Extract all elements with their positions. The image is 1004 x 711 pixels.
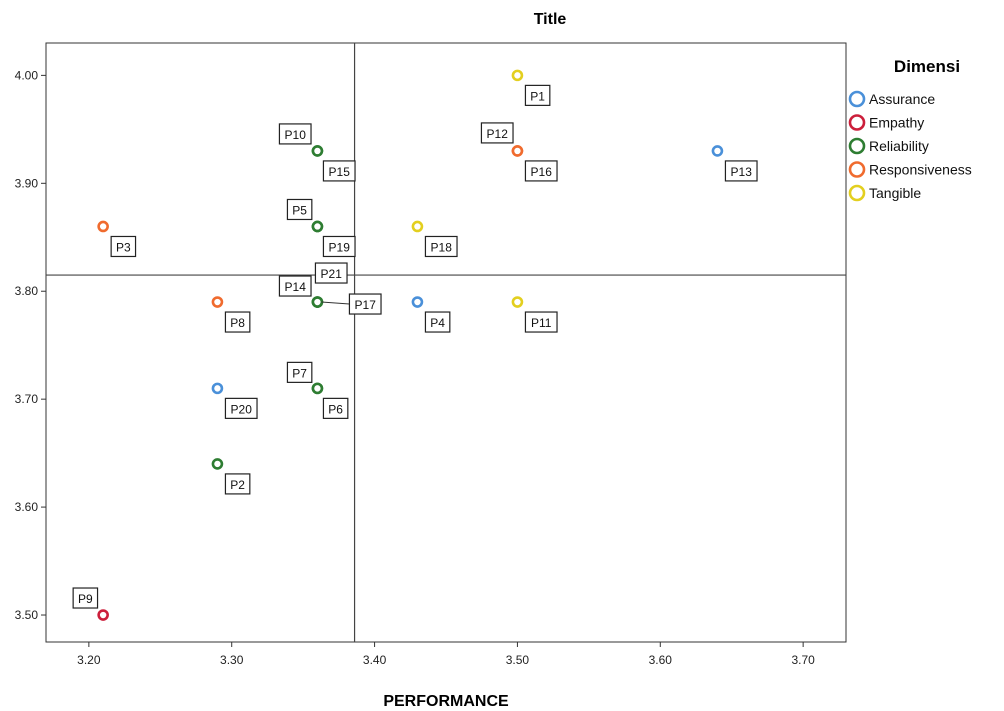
x-tick-label: 3.50	[506, 653, 530, 667]
x-axis-label: PERFORMANCE	[383, 693, 509, 710]
legend-entry: Reliability	[869, 138, 929, 154]
point-label-box	[278, 123, 312, 145]
point-label-box	[424, 235, 458, 258]
legend-marker	[848, 161, 866, 178]
point-label-box	[314, 262, 348, 284]
label-leader	[321, 301, 350, 305]
point-label: P19	[329, 240, 351, 254]
data-points	[97, 69, 724, 621]
point-labels: P13 P4 P20 P9 P15 P10 P5 P19 P21 P14 P17 P7 P6 P2 P12 P…	[72, 84, 758, 609]
data-point	[211, 382, 224, 395]
point-label-box	[524, 160, 558, 182]
y-tick-label: 3.50	[15, 608, 39, 622]
point-label: P3	[116, 240, 131, 254]
data-point	[511, 296, 524, 308]
point-label: P1	[530, 89, 545, 103]
point-label-box	[322, 397, 349, 419]
x-tick-label: 3.70	[791, 653, 815, 667]
data-point	[311, 145, 324, 157]
data-point	[511, 69, 524, 82]
chart-title: Title	[534, 11, 567, 28]
data-point	[211, 296, 224, 308]
legend-entry: Responsiveness	[869, 162, 972, 178]
point-label: P10	[285, 128, 307, 142]
point-label: P2	[230, 478, 245, 492]
point-label-box	[286, 361, 313, 383]
data-point	[211, 458, 224, 470]
data-point	[97, 609, 109, 621]
legend-marker	[848, 184, 866, 202]
x-axis: 3.20 3.30 3.40 3.50 3.60 3.70	[77, 642, 815, 667]
data-point	[311, 220, 324, 233]
point-label: P11	[531, 316, 552, 330]
point-label: P7	[292, 366, 307, 380]
y-tick-label: 4.00	[15, 68, 39, 82]
data-point	[311, 296, 324, 308]
data-point	[97, 220, 109, 233]
x-tick-label: 3.20	[77, 653, 101, 667]
y-tick-label: 3.60	[15, 500, 39, 514]
point-label-box	[348, 293, 382, 315]
point-label: P5	[292, 203, 307, 217]
point-label: P14	[285, 280, 307, 294]
point-label-box	[278, 275, 312, 297]
point-label-box	[424, 311, 451, 333]
point-label: P13	[731, 165, 753, 179]
point-label: P15	[329, 165, 351, 179]
point-label: P4	[430, 316, 445, 330]
y-tick-label: 3.90	[15, 176, 39, 190]
x-tick-label: 3.60	[649, 653, 673, 667]
legend-entry: Assurance	[869, 91, 935, 107]
y-axis: 3.50 3.60 3.70 3.80 3.90 4.00	[15, 68, 46, 622]
point-label: P8	[230, 316, 245, 330]
data-point	[411, 220, 424, 233]
legend-marker	[848, 114, 866, 131]
point-label-box	[480, 122, 514, 144]
point-label-box	[110, 235, 137, 258]
y-tick-label: 3.80	[15, 284, 39, 298]
legend-marker	[848, 90, 866, 108]
point-label-box	[224, 397, 258, 419]
legend-entry: Empathy	[869, 115, 924, 131]
point-label: P6	[328, 402, 343, 416]
data-point	[311, 382, 324, 395]
point-label: P18	[431, 240, 453, 254]
plot-area	[45, 42, 847, 643]
point-label-box	[322, 235, 356, 258]
point-label: P12	[487, 127, 509, 141]
legend: Dimensi Assurance Empathy Reliability Respo…	[848, 57, 972, 202]
point-label-box	[224, 473, 251, 495]
data-point	[411, 296, 424, 308]
point-label: P20	[231, 402, 253, 416]
point-label-box	[72, 587, 99, 609]
point-label-box	[724, 160, 758, 182]
point-label: P16	[531, 165, 553, 179]
legend-marker	[848, 137, 866, 155]
legend-title: Dimensi	[894, 57, 960, 76]
point-label-box	[524, 84, 551, 106]
point-label-box	[286, 198, 313, 221]
point-label-box	[322, 160, 356, 182]
point-label-box	[224, 311, 251, 333]
x-tick-label: 3.40	[363, 653, 387, 667]
legend-entry: Tangible	[869, 185, 921, 201]
point-label: P9	[78, 592, 93, 606]
point-label: P21	[321, 267, 343, 281]
point-label-box	[524, 311, 558, 333]
y-tick-label: 3.70	[15, 392, 39, 406]
data-point	[711, 145, 724, 157]
x-tick-label: 3.30	[220, 653, 244, 667]
point-label: P17	[355, 298, 377, 312]
data-point	[511, 145, 524, 157]
